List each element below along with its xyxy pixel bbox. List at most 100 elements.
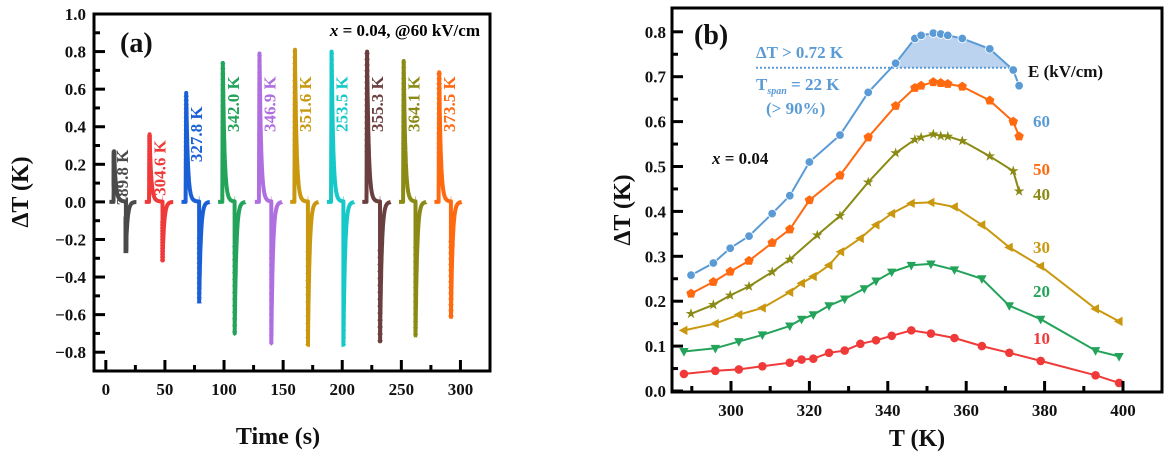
trace bbox=[433, 70, 464, 319]
data-point bbox=[123, 248, 129, 254]
data-point bbox=[183, 162, 189, 168]
data-point bbox=[400, 130, 407, 136]
data-point bbox=[808, 311, 819, 320]
data-point bbox=[943, 30, 953, 41]
data-point bbox=[377, 283, 383, 288]
data-point bbox=[377, 262, 383, 267]
data-point bbox=[220, 132, 226, 137]
data-point bbox=[886, 268, 897, 278]
legend-entry-10: 10 bbox=[1033, 329, 1050, 348]
data-point bbox=[220, 68, 226, 73]
data-point bbox=[220, 84, 226, 89]
data-point bbox=[448, 256, 454, 262]
data-point bbox=[926, 329, 936, 338]
data-point bbox=[305, 327, 310, 334]
data-point bbox=[743, 280, 755, 291]
data-point bbox=[196, 248, 202, 254]
data-point bbox=[268, 297, 274, 304]
data-point bbox=[268, 318, 274, 325]
panel-b-composition: x = 0.04 bbox=[711, 149, 769, 168]
data-point bbox=[232, 246, 238, 251]
data-point bbox=[785, 358, 795, 368]
data-point bbox=[412, 252, 419, 258]
data-point bbox=[377, 296, 383, 302]
data-point bbox=[183, 146, 189, 151]
data-point bbox=[364, 51, 370, 56]
data-point bbox=[744, 255, 754, 265]
data-point bbox=[183, 158, 189, 164]
legend-entry-40: 40 bbox=[1033, 185, 1050, 204]
data-point bbox=[708, 299, 719, 310]
y-tick-label: 0.8 bbox=[645, 23, 666, 42]
data-point bbox=[292, 72, 297, 78]
data-point bbox=[400, 108, 407, 115]
data-point bbox=[257, 75, 262, 82]
data-point bbox=[183, 108, 189, 114]
data-point bbox=[711, 366, 720, 376]
data-point bbox=[257, 120, 262, 127]
data-point bbox=[400, 113, 407, 120]
data-point bbox=[329, 125, 335, 132]
data-point bbox=[220, 110, 226, 116]
data-point bbox=[341, 292, 347, 298]
data-point bbox=[196, 298, 202, 304]
data-point bbox=[220, 62, 226, 68]
legend-entry-30: 30 bbox=[1033, 238, 1050, 257]
data-point bbox=[123, 243, 129, 249]
data-point bbox=[329, 120, 335, 126]
data-point bbox=[364, 137, 370, 143]
y-tick-label: 0.5 bbox=[645, 158, 666, 177]
data-point bbox=[949, 266, 960, 275]
data-point bbox=[364, 103, 370, 108]
data-point bbox=[364, 97, 370, 102]
data-point bbox=[268, 311, 274, 318]
data-point bbox=[400, 75, 407, 82]
data-point bbox=[220, 73, 226, 79]
panel-b-label: (b) bbox=[694, 20, 728, 51]
data-point bbox=[329, 143, 335, 149]
data-point bbox=[785, 190, 795, 201]
data-point bbox=[907, 326, 916, 335]
data-point bbox=[292, 66, 297, 72]
data-point bbox=[679, 369, 689, 379]
data-point bbox=[1014, 131, 1024, 141]
data-point bbox=[305, 277, 310, 284]
data-point bbox=[196, 278, 202, 284]
data-point bbox=[436, 116, 442, 122]
data-point bbox=[977, 341, 987, 351]
data-point bbox=[448, 308, 454, 314]
panel-b-ticks: 300 320 340 360 380 400 0.0 0.1 0.2 0.3 0.4 0.5 0.6 0… bbox=[645, 23, 1136, 420]
data-point bbox=[305, 256, 310, 262]
data-point bbox=[232, 265, 238, 271]
y-tick-label: 0.6 bbox=[645, 113, 666, 132]
data-point bbox=[220, 148, 226, 153]
data-point bbox=[887, 331, 897, 341]
annotation-var: x bbox=[329, 21, 339, 40]
data-point bbox=[123, 221, 129, 227]
tspan-rest: = 22 K bbox=[787, 75, 840, 94]
data-point bbox=[436, 111, 442, 117]
data-point bbox=[862, 176, 874, 187]
data-point bbox=[257, 114, 262, 122]
data-point bbox=[834, 210, 846, 221]
data-point bbox=[160, 219, 165, 225]
data-point bbox=[436, 121, 442, 127]
data-point bbox=[436, 101, 442, 107]
data-point bbox=[863, 87, 873, 98]
data-point bbox=[784, 287, 794, 297]
data-point bbox=[220, 126, 226, 132]
data-point bbox=[436, 150, 442, 156]
data-point bbox=[412, 285, 419, 292]
data-point bbox=[183, 121, 189, 126]
data-point bbox=[257, 57, 262, 65]
data-point bbox=[220, 100, 226, 105]
data-point bbox=[436, 86, 442, 92]
y-tick-label: 0.2 bbox=[645, 292, 666, 311]
data-point bbox=[232, 318, 238, 324]
y-tick-label: 0.4 bbox=[645, 202, 667, 221]
data-point bbox=[400, 151, 407, 158]
data-point bbox=[329, 148, 335, 155]
data-point bbox=[377, 289, 383, 295]
data-point bbox=[220, 153, 226, 159]
data-point bbox=[268, 290, 274, 297]
